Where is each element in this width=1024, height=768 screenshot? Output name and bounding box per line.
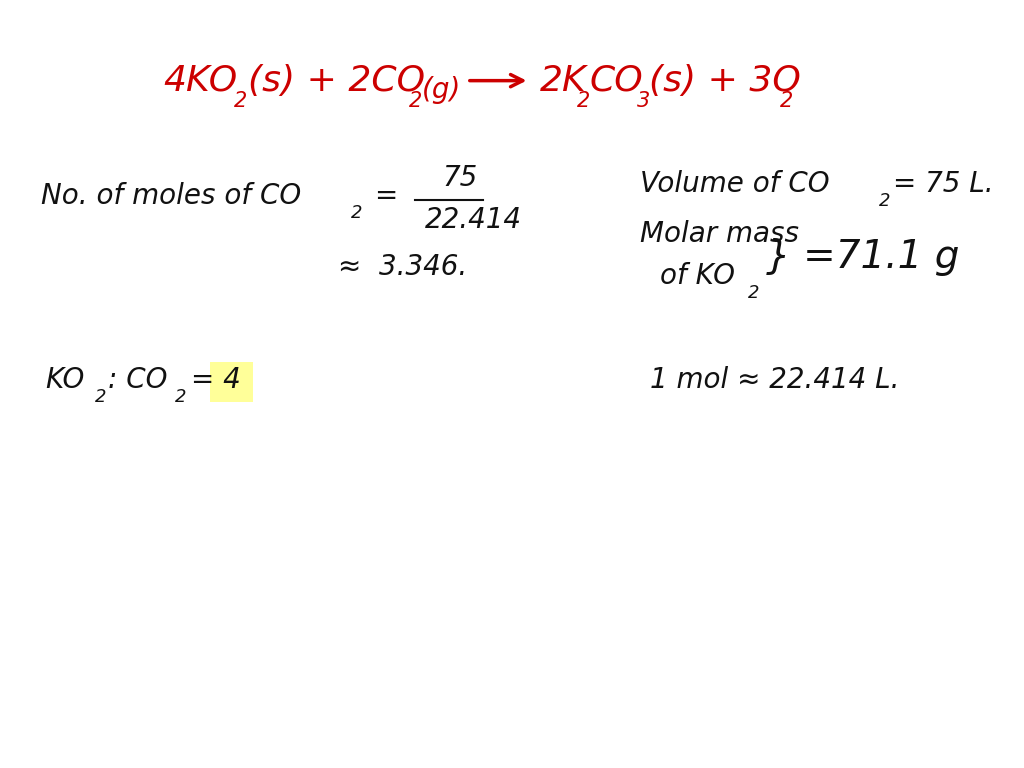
Text: Molar mass: Molar mass: [640, 220, 799, 248]
Text: 2: 2: [409, 91, 422, 111]
Text: ≈  3.346.: ≈ 3.346.: [338, 253, 467, 281]
Text: : CO: : CO: [108, 366, 167, 394]
Text: (s) + 2CO: (s) + 2CO: [248, 64, 425, 98]
Text: CO: CO: [590, 64, 643, 98]
Text: 2: 2: [780, 91, 794, 111]
Text: 75: 75: [442, 164, 477, 192]
Text: 2: 2: [577, 91, 590, 111]
Text: 2: 2: [351, 204, 362, 222]
Text: 3: 3: [637, 91, 650, 111]
Text: =: =: [374, 182, 397, 210]
Text: 4KO: 4KO: [164, 64, 238, 98]
Text: KO: KO: [45, 366, 84, 394]
Text: 2K: 2K: [540, 64, 587, 98]
Text: 2: 2: [748, 284, 759, 303]
Text: (s) + 3O: (s) + 3O: [649, 64, 801, 98]
Text: 2: 2: [175, 388, 186, 406]
Text: 2: 2: [233, 91, 247, 111]
Text: 1 mol ≈ 22.414 L.: 1 mol ≈ 22.414 L.: [650, 366, 900, 394]
Text: } =71.1 g: } =71.1 g: [766, 238, 959, 276]
Text: 2: 2: [95, 388, 106, 406]
Text: 2: 2: [879, 192, 890, 210]
Text: = 75 L.: = 75 L.: [893, 170, 993, 198]
Text: Volume of CO: Volume of CO: [640, 170, 829, 198]
FancyBboxPatch shape: [210, 362, 253, 402]
Text: = 4: = 4: [191, 366, 242, 394]
Text: of KO: of KO: [660, 263, 735, 290]
Text: (g): (g): [422, 76, 461, 104]
Text: 22.414: 22.414: [425, 207, 522, 234]
Text: No. of moles of CO: No. of moles of CO: [41, 182, 301, 210]
